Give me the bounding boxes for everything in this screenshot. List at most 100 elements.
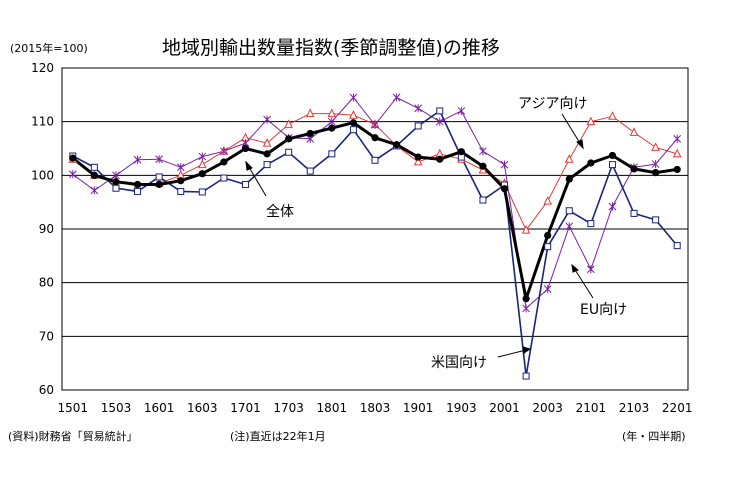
total-point [90, 171, 98, 179]
total-point [652, 169, 660, 177]
x-tick-label: 1501 [58, 401, 89, 415]
total-point [565, 175, 573, 183]
y-tick-label: 70 [39, 329, 54, 343]
asia-point [349, 110, 358, 119]
total-point [220, 158, 228, 166]
eu-point [155, 155, 163, 164]
y-tick-label: 120 [31, 61, 54, 75]
x-tick-label: 2001 [489, 401, 520, 415]
total-point [371, 134, 379, 142]
y-tick-label: 110 [31, 115, 54, 129]
x-tick-label: 2101 [576, 401, 607, 415]
asia-point [629, 127, 639, 136]
chart-title: 地域別輸出数量指数(季節調整値)の推移 [162, 37, 500, 59]
asia-point [543, 195, 552, 205]
series-line [71, 121, 678, 301]
us-point [90, 163, 98, 171]
asia-point [564, 154, 574, 163]
asia-point [608, 111, 617, 120]
eu-point [500, 160, 509, 169]
total-point [177, 177, 185, 185]
x-axis: 1501 1503 1601 1603 1701 1703 1801 1803 1901 1903… [58, 401, 693, 415]
y-tick-label: 60 [39, 383, 54, 397]
x-tick-label: 2003 [532, 401, 563, 415]
source-note: (資料)財務省「貿易統計」 [8, 429, 138, 443]
total-point [630, 165, 638, 173]
total-point [457, 148, 465, 156]
series-line [72, 113, 678, 231]
total-point [198, 170, 206, 178]
series-markers [68, 93, 682, 380]
eu-point [414, 104, 423, 113]
total-point [241, 144, 250, 153]
eu-point [176, 163, 185, 172]
asia-point [672, 148, 682, 158]
eu-point [457, 106, 466, 115]
eu-point [68, 170, 77, 179]
total-point [673, 165, 681, 174]
us-point [177, 187, 185, 195]
x-tick-label: 1901 [403, 401, 434, 415]
total-point [500, 185, 509, 193]
eu-point [479, 147, 487, 156]
us-point [155, 173, 163, 181]
total-point [587, 159, 595, 167]
us-point [134, 187, 142, 195]
eu-point [565, 222, 574, 231]
x-unit-note: (年・四半期) [622, 429, 686, 443]
eu-point [112, 171, 120, 180]
asia-point [521, 224, 531, 234]
eu-point [371, 120, 379, 129]
total-point [522, 295, 530, 303]
us-point [522, 372, 530, 380]
us-point [436, 107, 444, 115]
us-point [630, 209, 638, 217]
asia-point [284, 119, 293, 128]
asia-point [651, 142, 660, 151]
eu-point [327, 117, 336, 126]
x-tick-label: 1703 [273, 401, 304, 415]
us-point [479, 196, 487, 204]
y-tick-label: 90 [39, 222, 54, 236]
asia-label: アジア向け [518, 96, 587, 112]
total-arrowhead [245, 160, 253, 171]
us-label: 米国向け [431, 355, 487, 371]
asia-point [305, 108, 315, 118]
total-point [155, 180, 163, 189]
us-point [587, 220, 595, 228]
x-tick-label: 1803 [360, 401, 391, 415]
eu-point [392, 93, 401, 102]
x-tick-label: 1503 [101, 401, 132, 415]
total-point [69, 154, 77, 162]
asia-point [327, 108, 337, 118]
y-axis: 60 70 80 90 100 110 120 [31, 61, 54, 397]
us-point [328, 150, 336, 158]
total-point [414, 153, 422, 161]
us-point [414, 122, 422, 130]
eu-point [543, 285, 552, 294]
eu-point [90, 186, 99, 195]
asia-point [586, 116, 596, 126]
us-point [198, 188, 206, 196]
us-point [652, 216, 660, 224]
x-tick-label: 1601 [144, 401, 175, 415]
eu-point [651, 160, 660, 169]
remark-note: (注)直近は22年1月 [230, 429, 326, 443]
total-point [349, 119, 358, 127]
total-point [479, 162, 487, 170]
eu-point [522, 304, 530, 313]
eu-point [435, 117, 444, 126]
total-point [436, 155, 444, 163]
x-tick-label: 1701 [230, 401, 261, 415]
us-point [263, 161, 271, 169]
us-point [544, 243, 552, 251]
total-point [608, 151, 617, 160]
eu-point [220, 147, 228, 156]
eu-point [673, 134, 682, 143]
total-point [306, 129, 314, 138]
us-point [306, 167, 314, 175]
asia-point [413, 156, 423, 166]
us-point [285, 148, 293, 156]
eu-point [263, 115, 271, 124]
